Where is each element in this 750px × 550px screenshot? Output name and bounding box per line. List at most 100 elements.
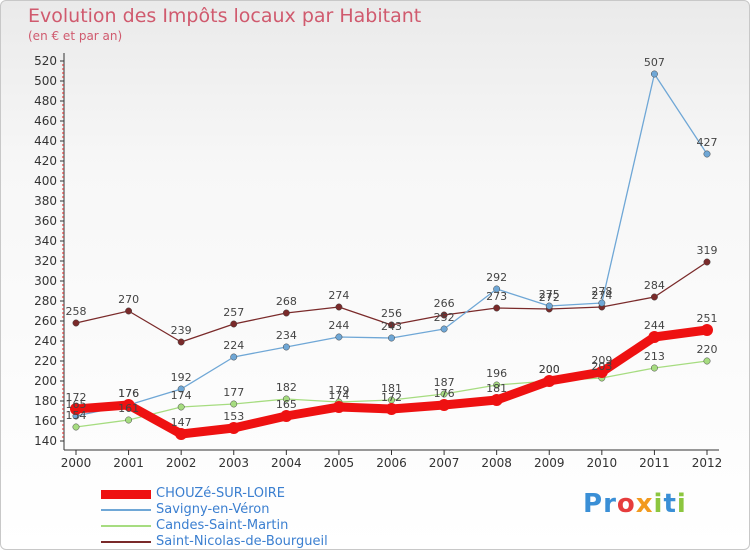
data-label: 258 xyxy=(66,305,87,318)
data-label: 507 xyxy=(644,56,665,69)
data-point xyxy=(545,302,553,310)
data-point xyxy=(650,293,658,301)
x-tick-label: 2011 xyxy=(639,456,670,470)
data-point xyxy=(177,403,185,411)
data-label: 272 xyxy=(539,291,560,304)
logo-letter: o xyxy=(616,489,636,519)
legend-label: Saint-Nicolas-de-Bourgueil xyxy=(156,534,328,549)
data-label: 244 xyxy=(644,319,665,332)
x-tick-label: 2008 xyxy=(481,456,512,470)
data-point xyxy=(703,150,711,158)
x-tick-label: 2009 xyxy=(534,456,565,470)
data-label: 165 xyxy=(66,398,87,411)
x-tick-label: 2004 xyxy=(271,456,302,470)
y-tick-label: 480 xyxy=(34,94,57,108)
y-tick-label: 300 xyxy=(34,274,57,288)
data-point xyxy=(125,307,133,315)
data-point xyxy=(440,390,448,398)
data-point xyxy=(650,70,658,78)
data-point xyxy=(490,394,503,406)
data-label: 266 xyxy=(434,297,455,310)
data-label: 172 xyxy=(381,391,402,404)
data-label: 154 xyxy=(66,409,87,422)
legend-label: Candes-Saint-Martin xyxy=(156,518,289,533)
data-point xyxy=(440,311,448,319)
chart-subtitle: (en € et par an) xyxy=(28,29,123,43)
data-label: 239 xyxy=(171,324,192,337)
data-point xyxy=(280,410,293,422)
data-point xyxy=(335,333,343,341)
y-tick-label: 260 xyxy=(34,314,57,328)
data-label: 176 xyxy=(118,387,139,400)
logo-letter: t xyxy=(663,489,677,519)
data-point xyxy=(230,320,238,328)
x-tick-label: 2002 xyxy=(166,456,197,470)
data-label: 268 xyxy=(276,295,297,308)
proxiti-logo: Proxiti xyxy=(583,489,687,519)
data-point xyxy=(598,299,606,307)
x-tick-label: 2005 xyxy=(324,456,355,470)
data-label: 244 xyxy=(328,319,349,332)
data-point xyxy=(72,423,80,431)
data-label: 251 xyxy=(697,312,718,325)
data-label: 161 xyxy=(118,402,139,415)
data-label: 213 xyxy=(644,350,665,363)
data-point xyxy=(122,399,135,411)
data-point xyxy=(438,399,451,411)
data-label: 275 xyxy=(539,288,560,301)
x-tick-label: 2000 xyxy=(61,456,92,470)
y-tick-label: 200 xyxy=(34,374,57,388)
data-point xyxy=(543,375,556,387)
y-tick-label: 400 xyxy=(34,174,57,188)
logo-letter: r xyxy=(603,489,617,519)
data-point xyxy=(335,303,343,311)
data-label: 147 xyxy=(171,416,192,429)
data-label: 176 xyxy=(434,387,455,400)
y-tick-label: 520 xyxy=(34,54,57,68)
data-label: 181 xyxy=(486,382,507,395)
data-label: 153 xyxy=(223,410,244,423)
data-point xyxy=(595,366,608,378)
legend-label: CHOUZé-SUR-LOIRE xyxy=(156,486,286,501)
logo-letter: P xyxy=(583,489,604,519)
data-label: 234 xyxy=(276,329,297,342)
data-label: 172 xyxy=(66,391,87,404)
data-label: 252 xyxy=(434,311,455,324)
y-tick-label: 500 xyxy=(34,74,57,88)
x-tick-label: 2007 xyxy=(429,456,460,470)
data-label: 187 xyxy=(434,376,455,389)
data-point xyxy=(385,403,398,415)
data-label: 192 xyxy=(171,371,192,384)
x-tick-label: 2001 xyxy=(113,456,144,470)
data-label: 182 xyxy=(276,381,297,394)
data-label: 196 xyxy=(486,367,507,380)
logo-letter: i xyxy=(653,489,664,519)
data-label: 319 xyxy=(697,244,718,257)
data-point xyxy=(227,422,240,434)
y-tick-label: 360 xyxy=(34,214,57,228)
data-point xyxy=(701,324,713,336)
data-label: 257 xyxy=(223,306,244,319)
legend-swatch xyxy=(101,525,151,527)
data-label: 165 xyxy=(276,398,297,411)
data-point xyxy=(440,325,448,333)
y-tick-label: 420 xyxy=(34,154,57,168)
y-tick-label: 140 xyxy=(34,434,57,448)
data-label: 209 xyxy=(591,354,612,367)
y-tick-label: 240 xyxy=(34,334,57,348)
chart-title: Evolution des Impôts locaux par Habitant xyxy=(28,5,422,27)
data-point xyxy=(282,309,290,317)
data-point xyxy=(230,400,238,408)
data-label: 203 xyxy=(591,360,612,373)
data-point xyxy=(388,321,395,329)
data-point xyxy=(230,353,238,361)
logo-letter: i xyxy=(676,489,687,519)
data-label: 256 xyxy=(381,307,402,320)
x-tick-label: 2010 xyxy=(587,456,618,470)
data-point xyxy=(177,385,185,393)
data-label: 176 xyxy=(118,387,139,400)
y-tick-label: 380 xyxy=(34,194,57,208)
legend-swatch xyxy=(101,541,151,543)
data-point xyxy=(175,428,188,440)
